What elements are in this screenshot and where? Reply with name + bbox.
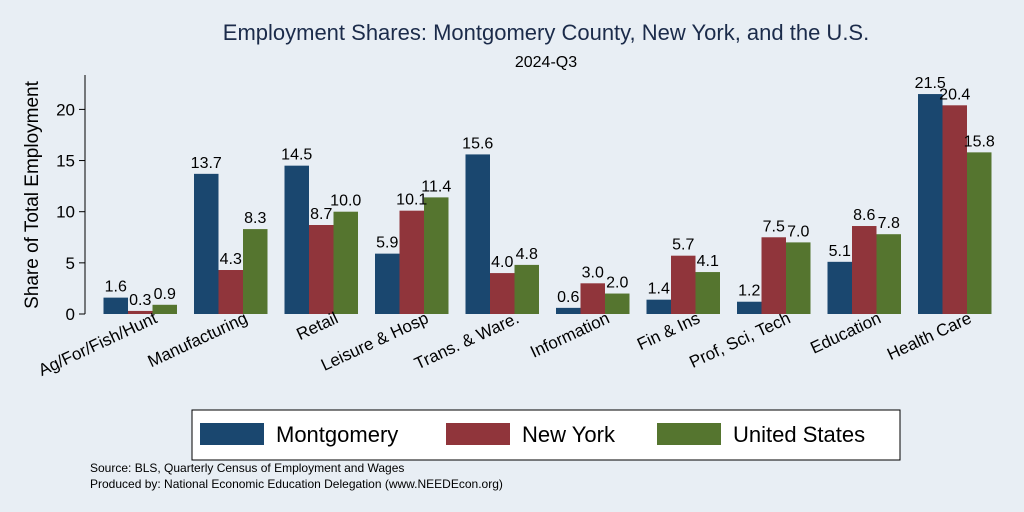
data-label: 4.0 [491, 254, 513, 271]
data-label: 20.4 [939, 86, 970, 103]
bar [243, 229, 268, 314]
category-label: Manufacturing [145, 308, 251, 371]
produced-by-note: Produced by: National Economic Education… [90, 477, 503, 491]
bar [786, 242, 811, 314]
bar [827, 261, 852, 314]
y-tick-label: 20 [56, 100, 75, 119]
chart-title: Employment Shares: Montgomery County, Ne… [223, 20, 869, 45]
bar [375, 253, 400, 314]
bar [194, 173, 219, 314]
bar [465, 154, 490, 314]
data-label: 0.6 [557, 289, 579, 306]
data-label: 14.5 [281, 147, 312, 164]
data-label: 4.3 [220, 251, 242, 268]
y-tick-label: 5 [66, 254, 75, 273]
data-label: 11.4 [421, 178, 451, 195]
bar [737, 301, 762, 314]
bar [514, 264, 539, 314]
data-label: 10.0 [330, 193, 361, 210]
bar [309, 224, 334, 314]
bar [942, 105, 967, 314]
data-label: 3.0 [582, 264, 604, 281]
data-label: 2.0 [606, 275, 628, 292]
category-label: Fin & Ins [634, 308, 703, 354]
data-label: 8.3 [244, 210, 266, 227]
bar [152, 304, 177, 314]
data-label: 15.8 [964, 133, 995, 150]
category-label: Health Care [884, 308, 974, 364]
bar [695, 272, 720, 314]
data-label: 15.6 [462, 135, 493, 152]
data-label: 1.4 [648, 281, 670, 298]
legend-label: Montgomery [276, 422, 398, 447]
category-label: Trans. & Ware. [411, 308, 521, 373]
bar [103, 297, 128, 314]
legend-swatch [200, 423, 264, 445]
data-label: 13.7 [191, 155, 222, 172]
data-label: 1.6 [105, 279, 127, 296]
legend: Montgomery New York United States [191, 409, 901, 461]
y-ticks: 0 5 10 15 20 [56, 100, 85, 324]
bar [218, 270, 243, 314]
bar [876, 234, 901, 314]
y-axis-label: Share of Total Employment [22, 80, 43, 308]
category-label: Ag/For/Fish/Hunt [35, 308, 160, 380]
bar [918, 94, 943, 315]
bar [424, 197, 449, 314]
category-label: Information [527, 308, 612, 361]
legend-swatch [446, 423, 510, 445]
chart-subtitle: 2024-Q3 [515, 54, 577, 71]
data-label: 7.0 [787, 223, 809, 240]
y-tick-label: 0 [66, 305, 75, 324]
data-label: 0.3 [129, 292, 151, 309]
legend-swatch [657, 423, 721, 445]
legend-label: United States [733, 422, 865, 447]
data-label: 4.8 [516, 246, 538, 263]
source-note: Source: BLS, Quarterly Census of Employm… [90, 461, 404, 475]
data-labels: 1.6 13.7 14.5 5.9 15.6 0.6 1.4 1.2 5.1 21.5 0.3 4.3… [105, 75, 995, 309]
bar [605, 293, 630, 314]
data-label: 4.1 [697, 253, 719, 270]
y-tick-label: 10 [56, 203, 75, 222]
data-label: 10.1 [396, 192, 427, 209]
bar [490, 273, 515, 314]
bar [967, 152, 992, 314]
data-label: 1.2 [738, 283, 760, 300]
data-label: 0.9 [154, 286, 176, 303]
legend-box [191, 409, 901, 461]
data-label: 5.9 [376, 235, 398, 252]
bar [852, 226, 877, 314]
bar [761, 237, 786, 314]
data-label: 21.5 [915, 75, 946, 92]
data-label: 5.7 [672, 237, 694, 254]
y-tick-label: 15 [56, 152, 75, 171]
category-label: Prof, Sci, Tech [686, 308, 793, 371]
category-label: Education [807, 308, 884, 357]
bar [399, 210, 424, 314]
data-label: 7.5 [763, 218, 785, 235]
data-label: 8.6 [853, 207, 875, 224]
data-label: 8.7 [310, 206, 332, 223]
bar [284, 165, 309, 314]
bar [646, 299, 671, 314]
bar [580, 283, 605, 314]
legend-label: New York [522, 422, 616, 447]
bar [333, 211, 358, 314]
data-label: 7.8 [878, 215, 900, 232]
bar [671, 255, 696, 314]
bar [556, 307, 581, 314]
data-label: 5.1 [829, 243, 851, 260]
bars [103, 94, 992, 315]
bar [128, 310, 153, 314]
